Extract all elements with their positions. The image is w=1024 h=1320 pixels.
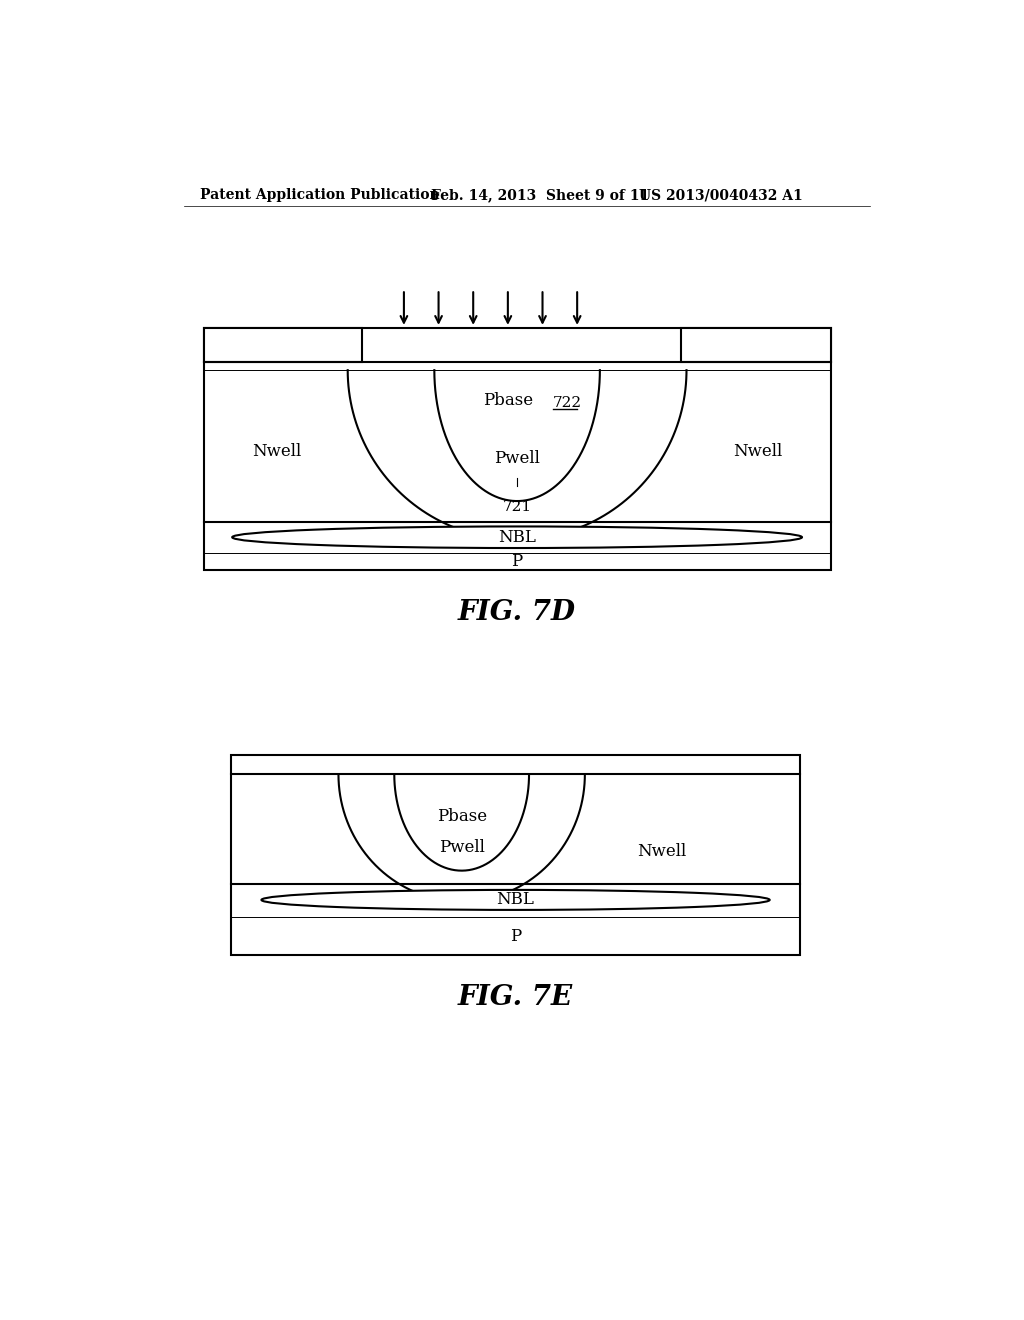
Ellipse shape <box>232 527 802 548</box>
Text: 721: 721 <box>503 499 531 513</box>
Text: Nwell: Nwell <box>733 442 782 459</box>
Text: FIG. 7D: FIG. 7D <box>458 599 577 626</box>
Bar <box>681 327 831 363</box>
Bar <box>230 755 801 956</box>
Text: NBL: NBL <box>498 529 536 545</box>
Ellipse shape <box>261 890 770 909</box>
Bar <box>204 327 831 570</box>
Text: Nwell: Nwell <box>252 442 301 459</box>
Text: Pwell: Pwell <box>438 840 484 857</box>
Text: Pwell: Pwell <box>495 450 540 467</box>
Text: Pbase: Pbase <box>436 808 486 825</box>
Text: FIG. 7E: FIG. 7E <box>458 985 573 1011</box>
Text: Pbase: Pbase <box>482 392 532 409</box>
Bar <box>204 327 361 363</box>
Text: P: P <box>510 928 521 945</box>
Text: NBL: NBL <box>497 891 535 908</box>
Text: 722: 722 <box>553 396 582 411</box>
Text: Feb. 14, 2013  Sheet 9 of 11: Feb. 14, 2013 Sheet 9 of 11 <box>431 189 649 202</box>
Text: P: P <box>511 553 522 570</box>
Text: US 2013/0040432 A1: US 2013/0040432 A1 <box>639 189 803 202</box>
Text: Nwell: Nwell <box>637 843 686 859</box>
Text: Patent Application Publication: Patent Application Publication <box>200 189 439 202</box>
